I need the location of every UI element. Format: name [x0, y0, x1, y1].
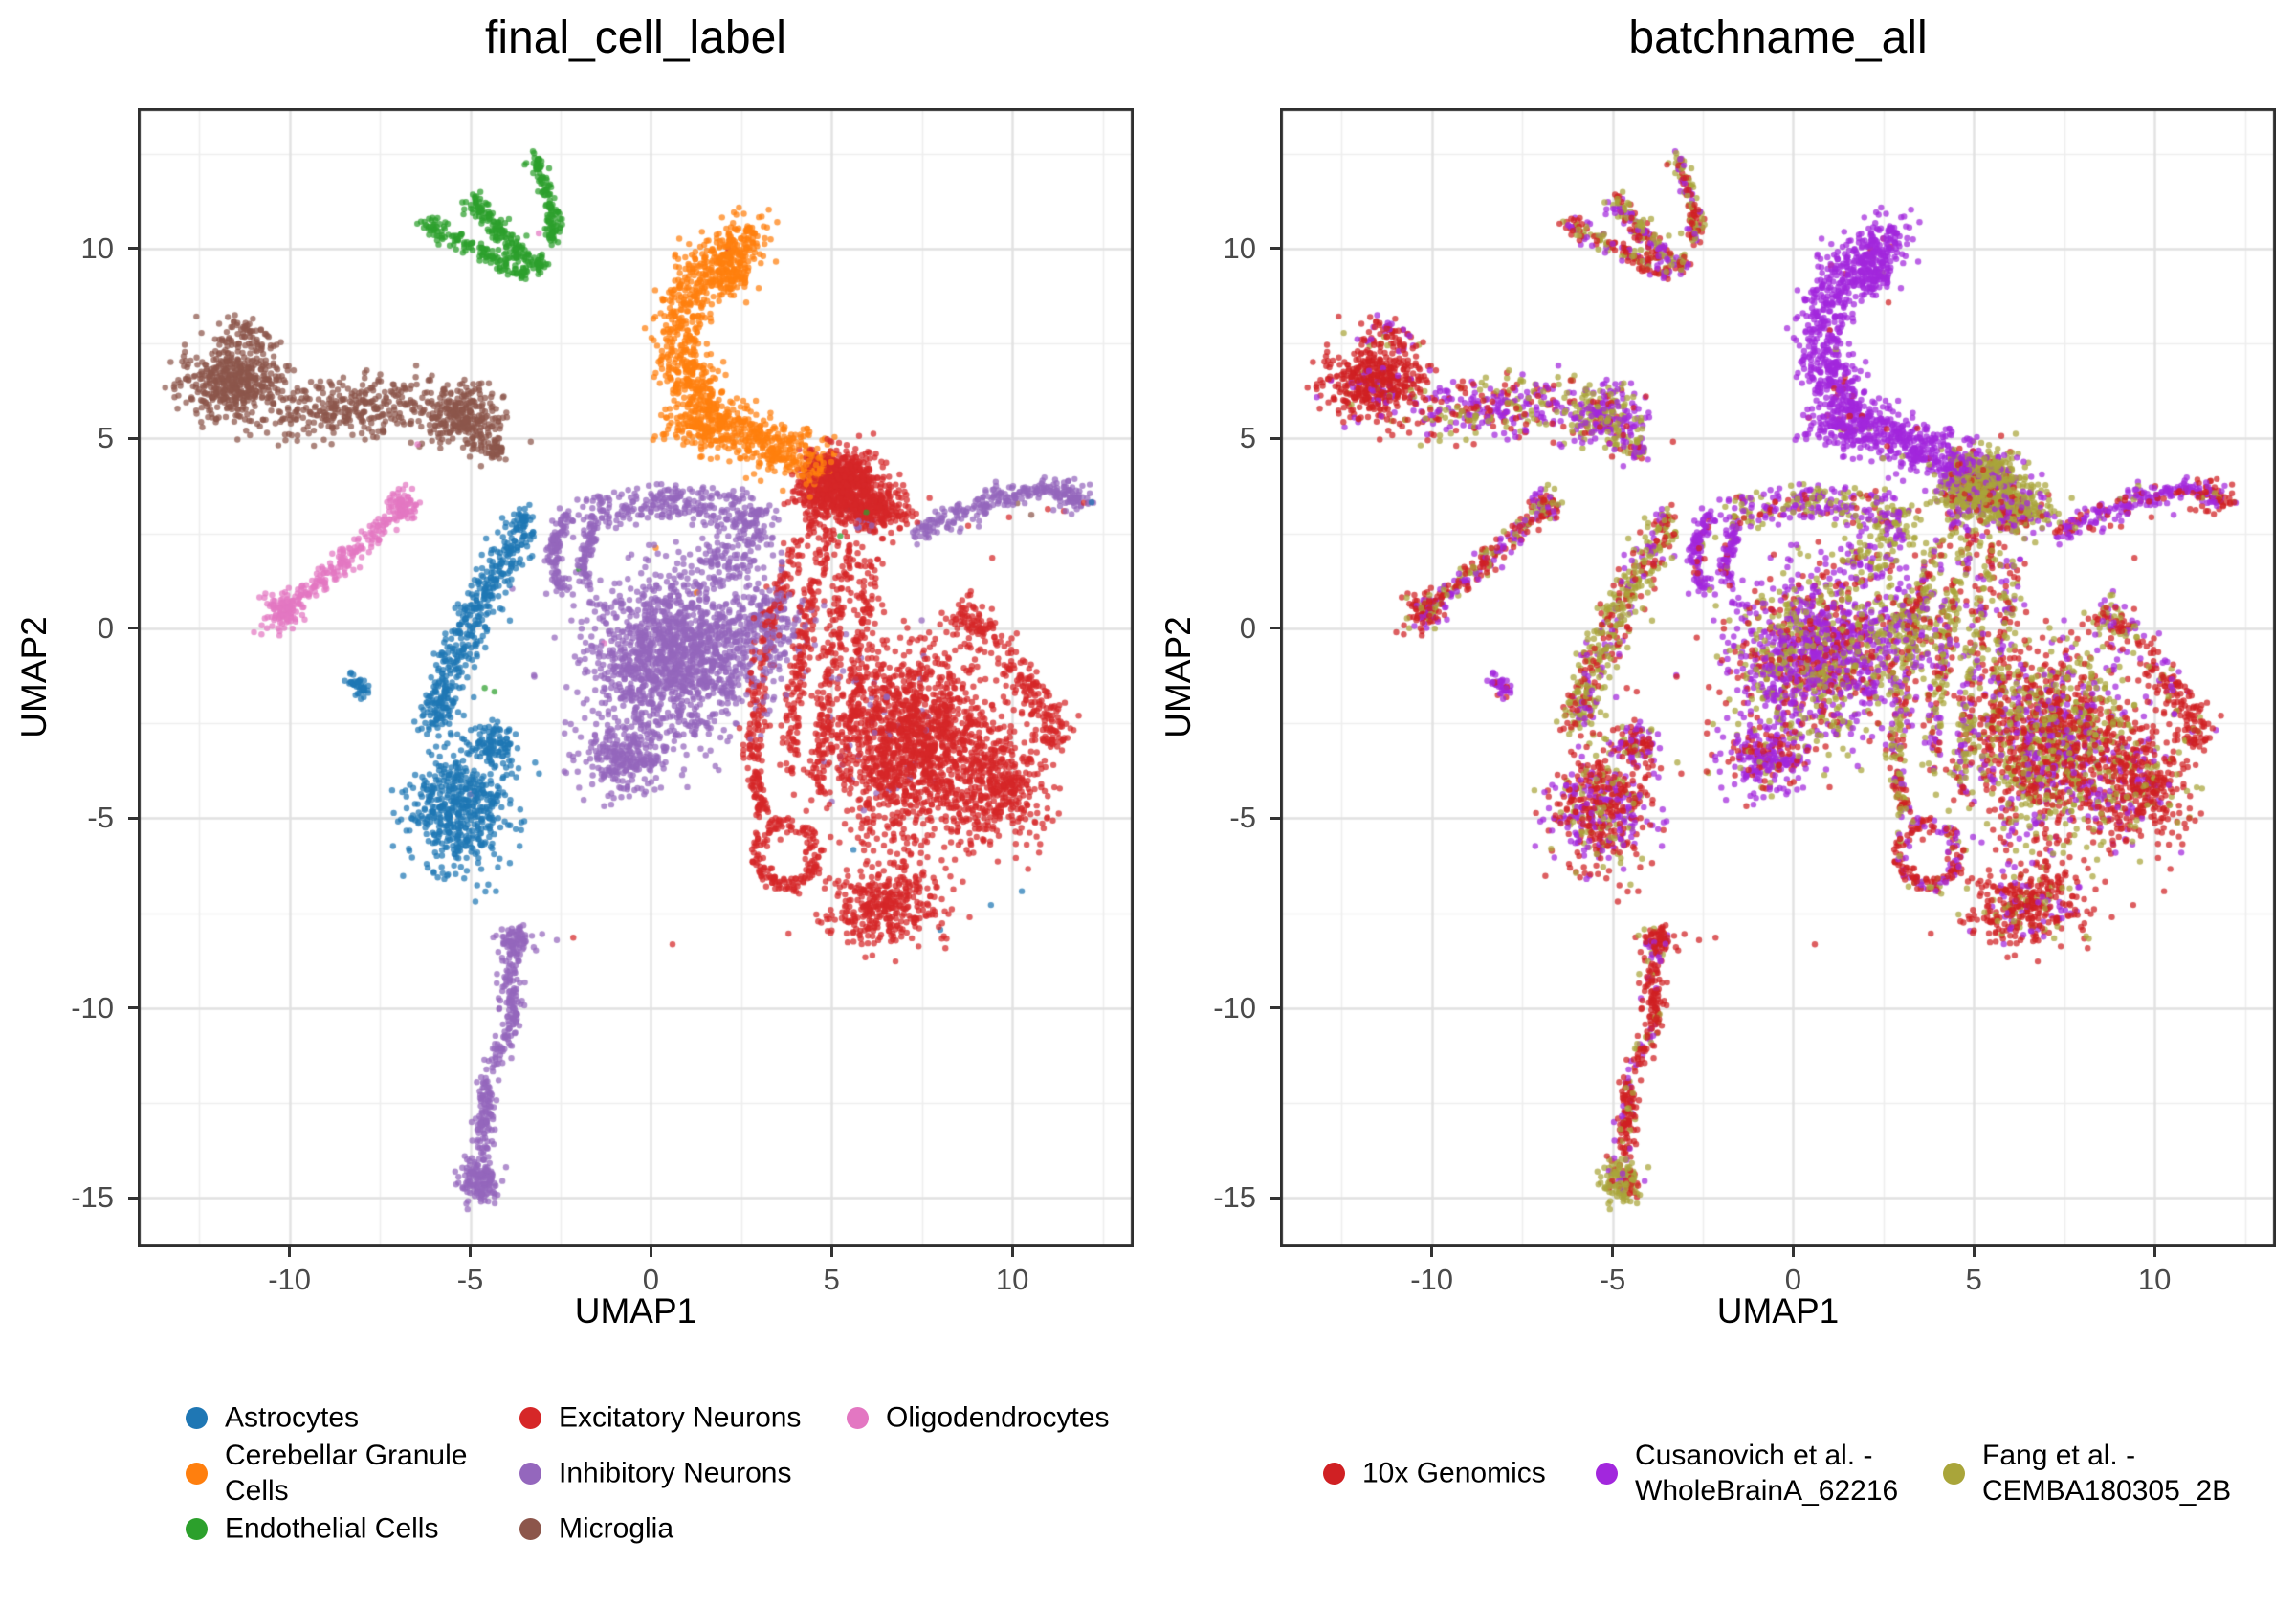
left-x-axis-label: UMAP1 — [574, 1291, 697, 1331]
legend-label-endothelial-cells: Endothelial Cells — [225, 1512, 439, 1545]
x-axis-tick-label: 5 — [1965, 1263, 1982, 1296]
y-axis-tick-mark — [1270, 436, 1280, 440]
legend-swatch-microglia — [519, 1518, 541, 1540]
y-axis-tick-mark — [1270, 816, 1280, 820]
y-axis-tick-label: -10 — [71, 990, 114, 1024]
x-axis-tick-mark — [288, 1247, 292, 1257]
y-axis-tick-label: -15 — [71, 1180, 114, 1215]
legend-label-excitatory-neurons: Excitatory Neurons — [559, 1401, 802, 1434]
x-axis-tick-label: -5 — [1599, 1263, 1626, 1296]
y-axis-tick-label: -5 — [87, 801, 114, 835]
legend-swatch-oligodendrocytes — [847, 1407, 869, 1429]
right-plot-title: batchname_all — [1628, 12, 1928, 63]
x-axis-tick-label: 0 — [642, 1263, 659, 1296]
right-x-axis-label: UMAP1 — [1716, 1291, 1840, 1331]
legend-label-microglia: Microglia — [559, 1512, 674, 1545]
y-axis-tick-label: 0 — [97, 610, 114, 645]
y-axis-tick-mark — [128, 1006, 138, 1010]
y-axis-tick-label: 10 — [1223, 231, 1256, 265]
y-axis-tick-label: 5 — [97, 421, 114, 455]
legend-swatch-endothelial-cells — [186, 1518, 208, 1540]
y-axis-tick-mark — [128, 436, 138, 440]
x-axis-tick-mark — [2152, 1247, 2156, 1257]
x-axis-tick-mark — [469, 1247, 472, 1257]
legend-swatch-cusanovich-et-al-wholebraina-62216 — [1596, 1463, 1618, 1485]
y-axis-tick-label: 10 — [80, 231, 114, 265]
y-axis-tick-mark — [1270, 1196, 1280, 1200]
y-axis-tick-label: 0 — [1239, 610, 1256, 645]
y-axis-tick-mark — [128, 627, 138, 630]
legend-label-cusanovich-et-al-wholebraina-62216: Cusanovich et al. - WholeBrainA_62216 — [1635, 1440, 1899, 1507]
left-umap-scatter-panel — [138, 108, 1134, 1247]
x-axis-tick-mark — [829, 1247, 833, 1257]
x-axis-tick-mark — [1972, 1247, 1976, 1257]
legend-label-10x-genomics: 10x Genomics — [1362, 1457, 1546, 1489]
y-axis-tick-label: -10 — [1213, 990, 1256, 1024]
legend-swatch-fang-et-al-cemba180305-2b — [1943, 1463, 1965, 1485]
left-y-axis-label: UMAP2 — [14, 616, 54, 738]
legend-label-fang-et-al-cemba180305-2b: Fang et al. - CEMBA180305_2B — [1982, 1440, 2232, 1507]
legend-swatch-excitatory-neurons — [519, 1407, 541, 1429]
y-axis-tick-mark — [128, 247, 138, 251]
x-axis-tick-label: 10 — [995, 1263, 1029, 1296]
x-axis-tick-label: -5 — [456, 1263, 484, 1296]
x-axis-tick-mark — [1010, 1247, 1014, 1257]
legend-label-inhibitory-neurons: Inhibitory Neurons — [559, 1457, 792, 1489]
legend-swatch-cerebellar-granule-cells — [186, 1463, 208, 1485]
x-axis-tick-mark — [649, 1247, 652, 1257]
right-y-axis-label: UMAP2 — [1159, 616, 1198, 738]
legend-swatch-astrocytes — [186, 1407, 208, 1429]
legend-swatch-inhibitory-neurons — [519, 1463, 541, 1485]
y-axis-tick-mark — [128, 816, 138, 820]
legend-label-astrocytes: Astrocytes — [225, 1401, 360, 1434]
y-axis-tick-mark — [128, 1196, 138, 1200]
x-axis-tick-label: -10 — [268, 1263, 312, 1296]
y-axis-tick-label: -15 — [1213, 1180, 1256, 1215]
x-axis-tick-mark — [1430, 1247, 1434, 1257]
legend-swatch-10x-genomics — [1323, 1463, 1345, 1485]
x-axis-tick-mark — [1791, 1247, 1795, 1257]
y-axis-tick-mark — [1270, 1006, 1280, 1010]
y-axis-tick-mark — [1270, 247, 1280, 251]
y-axis-tick-label: -5 — [1229, 801, 1256, 835]
legend-label-cerebellar-granule-cells: Cerebellar Granule Cells — [225, 1440, 468, 1507]
x-axis-tick-label: -10 — [1410, 1263, 1454, 1296]
x-axis-tick-mark — [1611, 1247, 1614, 1257]
x-axis-tick-label: 5 — [823, 1263, 840, 1296]
x-axis-tick-label: 10 — [2137, 1263, 2172, 1296]
left-plot-title: final_cell_label — [485, 12, 786, 63]
x-axis-tick-label: 0 — [1784, 1263, 1801, 1296]
y-axis-tick-label: 5 — [1239, 421, 1256, 455]
y-axis-tick-mark — [1270, 627, 1280, 630]
right-umap-scatter-panel — [1280, 108, 2276, 1247]
legend-label-oligodendrocytes: Oligodendrocytes — [886, 1401, 1110, 1434]
